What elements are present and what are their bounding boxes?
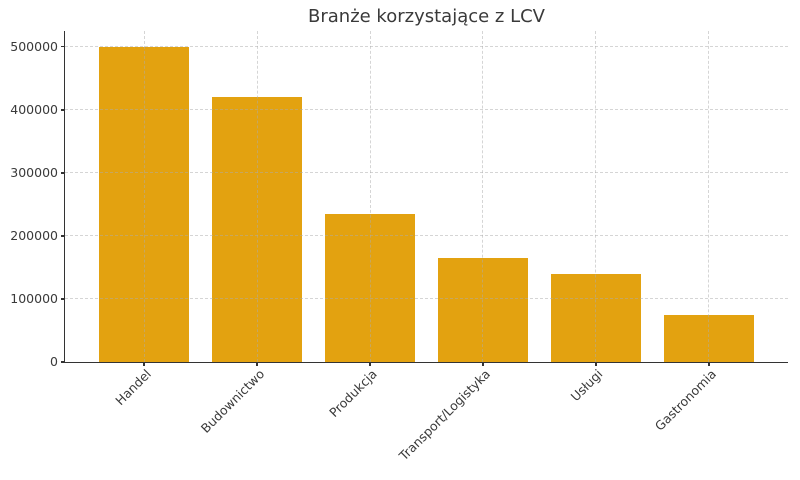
y-tick-label: 500000: [10, 38, 58, 54]
v-gridline: [482, 31, 484, 362]
x-tick-mark: [256, 362, 258, 366]
x-tick-mark: [708, 362, 710, 366]
y-tick-label: 0: [50, 354, 58, 369]
x-tick-label: Usługi: [567, 366, 606, 405]
h-gridline: [65, 46, 788, 48]
h-gridline: [65, 172, 788, 174]
y-tick-mark: [61, 298, 65, 300]
h-gridline: [65, 298, 788, 300]
y-tick-mark: [61, 109, 65, 111]
x-tick-label: Transport/Logistyka: [395, 366, 493, 464]
x-tick-label: Budownictwo: [197, 366, 267, 436]
v-gridline: [143, 31, 145, 362]
y-tick-mark: [61, 46, 65, 48]
x-tick-mark: [369, 362, 371, 366]
v-gridline: [256, 31, 258, 362]
h-gridline: [65, 235, 788, 237]
h-gridline: [65, 109, 788, 111]
x-tick-label: Gastronomia: [651, 366, 719, 434]
v-gridline: [708, 31, 710, 362]
y-tick-mark: [61, 235, 65, 237]
x-tick-mark: [143, 362, 145, 366]
x-axis: [63, 361, 788, 363]
v-gridline: [595, 31, 597, 362]
y-tick-mark: [61, 361, 65, 363]
chart-title: Branże korzystające z LCV: [308, 6, 545, 27]
y-tick-label: 300000: [10, 164, 58, 180]
y-tick-label: 100000: [10, 290, 58, 306]
x-tick-label: Produkcja: [326, 366, 380, 420]
y-tick-label: 400000: [10, 101, 58, 117]
x-tick-mark: [482, 362, 484, 366]
y-axis: [63, 31, 65, 364]
y-tick-label: 200000: [10, 227, 58, 243]
x-tick-mark: [595, 362, 597, 366]
v-gridline: [369, 31, 371, 362]
y-tick-mark: [61, 172, 65, 174]
x-tick-label: Handel: [112, 366, 154, 409]
